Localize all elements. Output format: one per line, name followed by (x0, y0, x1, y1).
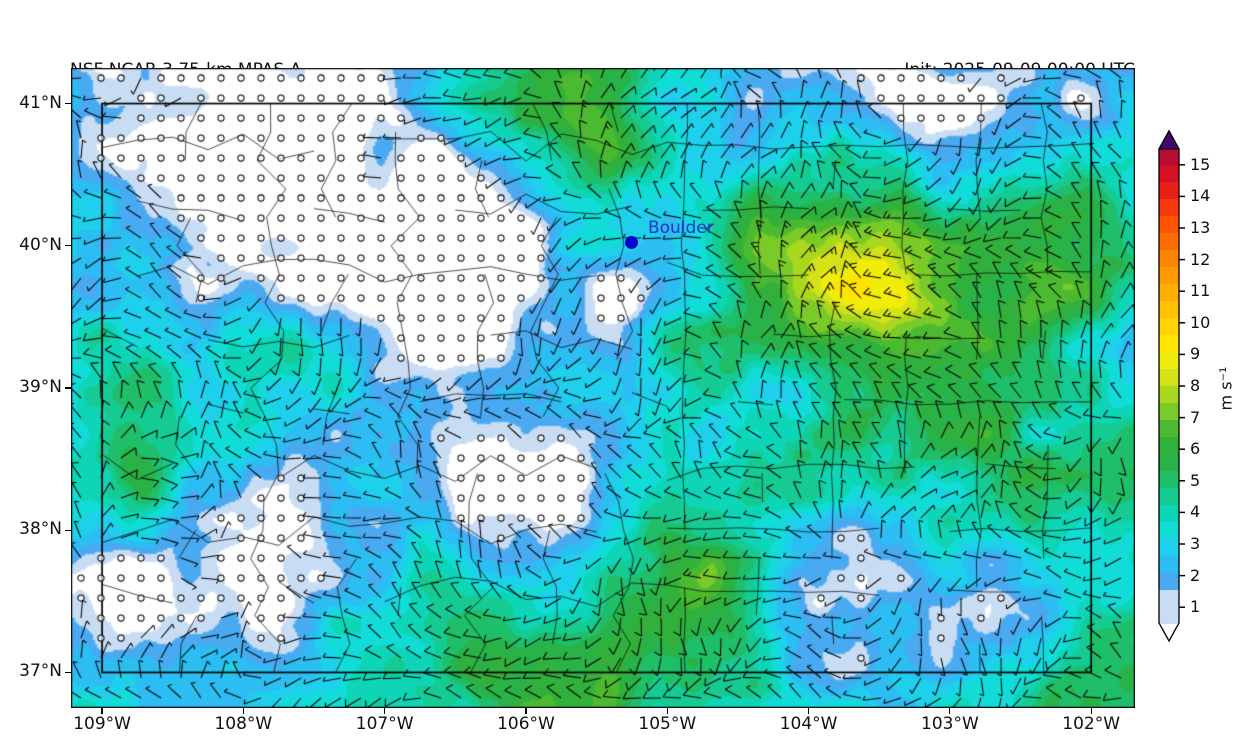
x-axis-tick-label: 105°W (638, 714, 697, 734)
x-axis-tick-label: 103°W (921, 714, 979, 734)
x-axis-tick (666, 708, 668, 714)
y-axis-tick-label: 40°N (19, 234, 62, 255)
boulder-marker-dot (625, 236, 639, 250)
colorbar-tick-label: 6 (1190, 439, 1201, 459)
colorbar-tick-label: 4 (1190, 502, 1201, 522)
y-axis-tick (65, 102, 71, 105)
y-axis-tick-label: 39°N (19, 377, 62, 397)
colorbar-tick-label: 14 (1190, 186, 1211, 206)
x-axis-tick-label: 104°W (779, 714, 838, 734)
colorbar-tick-label: 10 (1190, 312, 1211, 332)
x-axis-tick (949, 708, 951, 714)
colorbar-tick-label: 11 (1190, 281, 1211, 301)
colorbar-gradient (1158, 129, 1180, 643)
y-axis-tick-label: 37°N (19, 661, 62, 682)
colorbar (1157, 129, 1185, 643)
y-axis-tick (65, 387, 71, 389)
barbs-and-boundaries-layer (71, 68, 1135, 708)
y-axis-tick-label: 41°N (19, 92, 62, 113)
x-axis-tick-label: 106°W (497, 714, 555, 734)
colorbar-unit-label: m s⁻¹ (1216, 366, 1236, 411)
colorbar-tick-label: 2 (1190, 565, 1201, 585)
x-axis-tick (525, 708, 527, 714)
colorbar-tick-label: 12 (1190, 249, 1211, 269)
colorbar-tick-label: 3 (1190, 534, 1201, 553)
colorbar-tick-label: 7 (1190, 407, 1201, 427)
x-axis-tick-label: 107°W (355, 714, 414, 734)
map-area (71, 68, 1135, 708)
y-axis-tick (65, 245, 71, 247)
x-axis-tick-label: 108°W (214, 714, 273, 734)
colorbar-tick-label: 8 (1190, 376, 1201, 395)
colorbar-tick-label: 9 (1190, 344, 1201, 364)
y-axis-tick (65, 529, 71, 531)
colorbar-tick-label: 15 (1190, 154, 1211, 174)
x-axis-tick-label: 102°W (1062, 714, 1121, 734)
x-axis-tick-label: 109°W (73, 714, 131, 734)
colorbar-tick-label: 13 (1190, 218, 1211, 237)
colorbar-tick-label: 5 (1190, 470, 1201, 490)
x-axis-tick (242, 708, 244, 714)
y-axis-tick (65, 671, 71, 674)
boulder-label: Boulder (647, 217, 714, 238)
y-axis-tick-label: 38°N (19, 519, 62, 540)
x-axis-tick (101, 708, 103, 714)
colorbar-tick-label: 1 (1190, 597, 1201, 617)
x-axis-tick (384, 708, 386, 714)
x-axis-tick (1090, 708, 1092, 714)
x-axis-tick (807, 708, 810, 714)
